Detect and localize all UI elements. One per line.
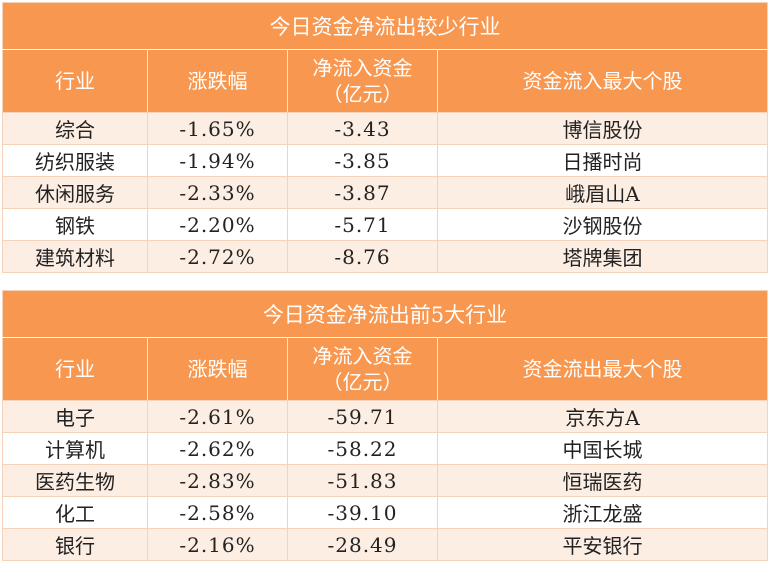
stock-cell: 平安银行 bbox=[437, 528, 768, 561]
stock-cell: 中国长城 bbox=[437, 432, 768, 465]
stock-cell: 塔牌集团 bbox=[437, 240, 768, 273]
change-cell: -1.65% bbox=[147, 112, 288, 145]
change-cell: -2.20% bbox=[147, 208, 288, 241]
industry-cell: 医药生物 bbox=[2, 464, 148, 497]
col-header-netflow: 净流入资金 （亿元） bbox=[287, 49, 438, 113]
change-cell: -2.61% bbox=[147, 400, 288, 433]
stock-cell: 恒瑞医药 bbox=[437, 464, 768, 497]
industry-cell: 电子 bbox=[2, 400, 148, 433]
col-header-netflow: 净流入资金 （亿元） bbox=[287, 337, 438, 401]
change-cell: -2.62% bbox=[147, 432, 288, 465]
table-row: 休闲服务 -2.33% -3.87 峨眉山A bbox=[2, 176, 768, 209]
stock-cell: 京东方A bbox=[437, 400, 768, 433]
change-cell: -2.72% bbox=[147, 240, 288, 273]
industry-cell: 计算机 bbox=[2, 432, 148, 465]
change-cell: -2.58% bbox=[147, 496, 288, 529]
netflow-cell: -59.71 bbox=[287, 400, 438, 433]
industry-cell: 化工 bbox=[2, 496, 148, 529]
col-header-industry: 行业 bbox=[2, 337, 148, 401]
stock-cell: 沙钢股份 bbox=[437, 208, 768, 241]
table-row: 电子 -2.61% -59.71 京东方A bbox=[2, 400, 768, 433]
netflow-label: 净流入资金 bbox=[312, 344, 413, 368]
table-row: 计算机 -2.62% -58.22 中国长城 bbox=[2, 432, 768, 465]
stock-cell: 浙江龙盛 bbox=[437, 496, 768, 529]
stock-cell: 峨眉山A bbox=[437, 176, 768, 209]
netflow-cell: -58.22 bbox=[287, 432, 438, 465]
net-outflow-smallest-table: 今日资金净流出较少行业 行业 涨跌幅 净流入资金 （亿元） 资金流入最大个股 综合… bbox=[2, 2, 768, 273]
netflow-unit: （亿元） bbox=[322, 82, 403, 106]
col-header-change: 涨跌幅 bbox=[147, 337, 288, 401]
table-row: 银行 -2.16% -28.49 平安银行 bbox=[2, 528, 768, 561]
netflow-cell: -8.76 bbox=[287, 240, 438, 273]
netflow-cell: -28.49 bbox=[287, 528, 438, 561]
netflow-cell: -5.71 bbox=[287, 208, 438, 241]
stock-cell: 日播时尚 bbox=[437, 144, 768, 177]
netflow-cell: -51.83 bbox=[287, 464, 438, 497]
change-cell: -2.33% bbox=[147, 176, 288, 209]
col-header-stock: 资金流出最大个股 bbox=[437, 337, 768, 401]
change-cell: -2.83% bbox=[147, 464, 288, 497]
netflow-cell: -39.10 bbox=[287, 496, 438, 529]
change-cell: -2.16% bbox=[147, 528, 288, 561]
col-header-industry: 行业 bbox=[2, 49, 148, 113]
table-row: 化工 -2.58% -39.10 浙江龙盛 bbox=[2, 496, 768, 529]
table-title: 今日资金净流出前5大行业 bbox=[2, 290, 768, 338]
header-row: 行业 涨跌幅 净流入资金 （亿元） 资金流出最大个股 bbox=[2, 337, 768, 401]
table-title: 今日资金净流出较少行业 bbox=[2, 2, 768, 50]
net-outflow-top5-table: 今日资金净流出前5大行业 行业 涨跌幅 净流入资金 （亿元） 资金流出最大个股 电… bbox=[2, 290, 768, 561]
col-header-change: 涨跌幅 bbox=[147, 49, 288, 113]
industry-cell: 银行 bbox=[2, 528, 148, 561]
header-row: 行业 涨跌幅 净流入资金 （亿元） 资金流入最大个股 bbox=[2, 49, 768, 113]
table-row: 医药生物 -2.83% -51.83 恒瑞医药 bbox=[2, 464, 768, 497]
table-row: 建筑材料 -2.72% -8.76 塔牌集团 bbox=[2, 240, 768, 273]
industry-cell: 休闲服务 bbox=[2, 176, 148, 209]
table-row: 综合 -1.65% -3.43 博信股份 bbox=[2, 112, 768, 145]
netflow-unit: （亿元） bbox=[322, 370, 403, 394]
table-row: 纺织服装 -1.94% -3.85 日播时尚 bbox=[2, 144, 768, 177]
col-header-stock: 资金流入最大个股 bbox=[437, 49, 768, 113]
industry-cell: 纺织服装 bbox=[2, 144, 148, 177]
netflow-cell: -3.43 bbox=[287, 112, 438, 145]
industry-cell: 钢铁 bbox=[2, 208, 148, 241]
change-cell: -1.94% bbox=[147, 144, 288, 177]
netflow-label: 净流入资金 bbox=[312, 56, 413, 80]
table-row: 钢铁 -2.20% -5.71 沙钢股份 bbox=[2, 208, 768, 241]
stock-cell: 博信股份 bbox=[437, 112, 768, 145]
industry-cell: 建筑材料 bbox=[2, 240, 148, 273]
netflow-cell: -3.87 bbox=[287, 176, 438, 209]
netflow-cell: -3.85 bbox=[287, 144, 438, 177]
industry-cell: 综合 bbox=[2, 112, 148, 145]
